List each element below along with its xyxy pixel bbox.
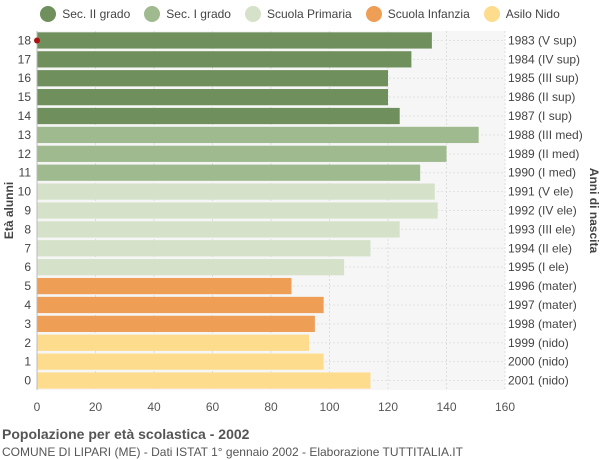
birth-year-label: 1986 (II sup) <box>508 90 575 104</box>
age-tick-label: 7 <box>24 241 31 255</box>
birth-year-label: 1985 (III sup) <box>508 71 579 85</box>
legend-item-scuola-primaria: Scuola Primaria <box>244 6 352 22</box>
birth-year-label: 1983 (V sup) <box>508 33 577 47</box>
legend-swatch-scuola-infanzia <box>365 6 382 22</box>
bar-age-11 <box>37 164 421 181</box>
birth-year-label: 1992 (IV ele) <box>508 204 577 218</box>
birth-year-label: 1995 (I ele) <box>508 260 569 274</box>
age-tick-label: 2 <box>24 336 31 350</box>
birth-year-label: 1994 (II ele) <box>508 241 572 255</box>
bar-age-9 <box>37 202 438 219</box>
x-tick-label: 60 <box>206 400 220 414</box>
bar-age-6 <box>37 259 345 276</box>
age-tick-label: 16 <box>18 71 32 85</box>
birth-year-label: 1996 (mater) <box>508 279 577 293</box>
age-tick-label: 5 <box>24 279 31 293</box>
legend-swatch-sec-ii-grado <box>40 6 57 22</box>
x-tick-label: 100 <box>319 400 339 414</box>
x-tick-label: 160 <box>495 400 515 414</box>
bar-age-10 <box>37 183 435 200</box>
bar-age-16 <box>37 70 388 87</box>
birth-year-label: 1991 (V ele) <box>508 185 573 199</box>
legend-item-scuola-infanzia: Scuola Infanzia <box>365 6 470 22</box>
age-tick-label: 10 <box>18 185 32 199</box>
x-tick-label: 40 <box>147 400 161 414</box>
top-bar-marker <box>34 37 40 44</box>
age-tick-label: 14 <box>18 109 32 123</box>
legend-label-scuola-infanzia: Scuola Infanzia <box>387 7 470 21</box>
bar-age-8 <box>37 221 400 238</box>
age-tick-label: 8 <box>24 222 31 236</box>
x-tick-label: 120 <box>378 400 398 414</box>
age-tick-label: 15 <box>18 90 32 104</box>
bar-age-18 <box>37 32 432 49</box>
chart-title: Popolazione per età scolastica - 2002 <box>2 426 250 442</box>
birth-year-label: 1999 (nido) <box>508 336 569 350</box>
legend-swatch-scuola-primaria <box>244 6 261 22</box>
legend-label-scuola-primaria: Scuola Primaria <box>266 7 352 21</box>
age-tick-label: 1 <box>24 355 31 369</box>
birth-year-label: 2001 (nido) <box>508 374 569 388</box>
bar-age-17 <box>37 51 412 68</box>
age-tick-label: 9 <box>24 204 31 218</box>
bar-age-13 <box>37 126 479 144</box>
age-tick-label: 0 <box>24 374 31 388</box>
legend-label-sec-i-grado: Sec. I grado <box>166 7 231 21</box>
bar-age-15 <box>37 89 388 106</box>
x-tick-label: 20 <box>89 400 103 414</box>
y-axis-title: Età alunni <box>2 182 16 239</box>
bar-age-2 <box>37 334 310 351</box>
age-tick-label: 3 <box>24 317 31 331</box>
birth-year-label: 1987 (I sup) <box>508 109 572 123</box>
bar-age-14 <box>37 107 400 125</box>
birth-year-label: 1990 (I med) <box>508 166 576 180</box>
bar-age-1 <box>37 353 324 370</box>
bar-age-0 <box>37 372 371 389</box>
chart-subtitle: COMUNE DI LIPARI (ME) - Dati ISTAT 1° ge… <box>2 445 463 459</box>
age-tick-label: 18 <box>18 33 32 47</box>
bar-age-4 <box>37 296 324 314</box>
age-tick-label: 11 <box>19 166 32 180</box>
age-tick-label: 13 <box>18 128 32 142</box>
birth-year-label: 1997 (mater) <box>508 298 577 312</box>
birth-year-label: 1993 (III ele) <box>508 222 575 236</box>
legend-swatch-sec-i-grado <box>144 6 161 22</box>
age-tick-label: 6 <box>24 260 31 274</box>
birth-year-label: 1998 (mater) <box>508 317 577 331</box>
age-tick-label: 4 <box>24 298 31 312</box>
legend-label-sec-ii-grado: Sec. II grado <box>62 7 131 21</box>
x-tick-label: 80 <box>264 400 278 414</box>
birth-year-label: 1984 (IV sup) <box>508 52 580 66</box>
birth-year-label: 1989 (II med) <box>508 147 579 161</box>
bar-age-3 <box>37 315 315 332</box>
legend: Sec. II grado Sec. I grado Scuola Primar… <box>0 6 600 22</box>
birth-year-label: 2000 (nido) <box>508 355 569 369</box>
age-tick-label: 17 <box>18 52 32 66</box>
legend-label-asilo-nido: Asilo Nido <box>505 7 560 21</box>
legend-item-sec-ii-grado: Sec. II grado <box>40 6 130 22</box>
birth-year-label: 1988 (III med) <box>508 128 583 142</box>
bar-age-12 <box>37 145 447 162</box>
age-tick-label: 12 <box>18 147 32 161</box>
bar-age-5 <box>37 277 292 295</box>
legend-swatch-asilo-nido <box>483 6 500 22</box>
x-tick-label: 140 <box>436 400 456 414</box>
legend-item-asilo-nido: Asilo Nido <box>483 6 560 22</box>
bar-age-7 <box>37 240 371 257</box>
y2-axis-title: Anni di nascita <box>587 168 600 254</box>
x-tick-label: 0 <box>34 400 41 414</box>
legend-item-sec-i-grado: Sec. I grado <box>144 6 231 22</box>
